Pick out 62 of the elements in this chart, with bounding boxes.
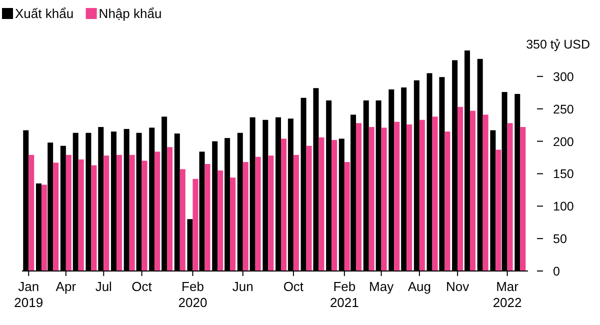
bar [381, 128, 387, 271]
legend-label: Nhập khẩu [98, 6, 162, 21]
bar [444, 132, 450, 271]
bar [218, 170, 224, 271]
bar [432, 116, 438, 271]
bar [154, 152, 160, 271]
bar [356, 123, 362, 271]
x-tick-label: Feb 2020 [178, 279, 208, 310]
bar [78, 159, 84, 271]
bar [41, 184, 47, 271]
bar [419, 120, 425, 271]
bar [66, 154, 72, 271]
x-tick-label: Jun [232, 279, 254, 294]
x-tick-label: Oct [132, 279, 152, 294]
bar [318, 137, 324, 271]
y-tick-label: 0 [553, 264, 560, 278]
y-tick-label: 350 tỷ USD [526, 38, 590, 52]
y-tick-label: 250 [553, 102, 574, 116]
bar [192, 178, 198, 271]
x-tick-label: Mar 2022 [492, 279, 522, 310]
y-tick-label: 50 [553, 232, 567, 246]
x-tick-label: Nov [446, 279, 470, 294]
bar [344, 162, 350, 271]
bar [520, 127, 526, 271]
bar [406, 124, 412, 271]
bar [293, 154, 299, 271]
bar [332, 140, 338, 271]
bar [116, 154, 122, 271]
x-tick-label: Jul [95, 279, 112, 294]
bar [482, 114, 488, 271]
bar [470, 110, 476, 271]
bar [507, 123, 513, 271]
bar [306, 146, 312, 271]
bar [458, 106, 464, 271]
bar [28, 154, 34, 271]
bar [394, 122, 400, 271]
y-tick-label: 150 [553, 167, 574, 182]
x-tick-label: Aug [408, 279, 431, 294]
bar [180, 169, 186, 271]
bar [142, 160, 148, 271]
bar [129, 154, 135, 271]
bar [268, 156, 274, 271]
bar [104, 156, 110, 271]
bar [496, 150, 502, 271]
x-tick-label: Jan 2019 [14, 279, 44, 310]
x-tick-label: Oct [283, 279, 304, 294]
bar [91, 165, 97, 271]
y-tick-label: 100 [553, 200, 574, 214]
bar [167, 147, 173, 271]
legend-label: Xuất khẩu [15, 6, 74, 21]
bar [53, 162, 59, 271]
y-tick-label: 200 [553, 134, 574, 149]
bar [204, 164, 210, 271]
x-tick-label: Feb 2021 [330, 279, 359, 310]
x-tick-label: May [369, 279, 394, 294]
bar [242, 162, 248, 271]
y-tick-label: 300 [553, 70, 574, 84]
x-tick-label: Apr [56, 279, 77, 294]
bar [230, 178, 236, 271]
bar [281, 138, 287, 271]
bar [368, 127, 374, 271]
bar [255, 156, 261, 271]
